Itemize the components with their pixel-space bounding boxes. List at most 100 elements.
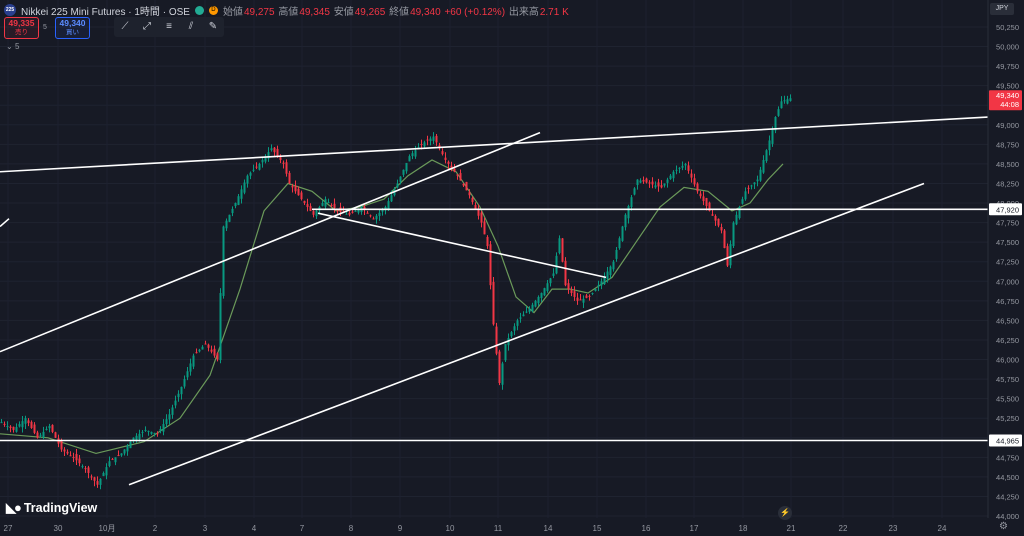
candle-body [729,244,732,266]
candle-body [624,214,627,228]
candle-body [387,201,390,209]
settings-gear-icon[interactable]: ⚙ [999,521,1008,532]
trend-line[interactable] [0,218,10,228]
candle-body [408,156,411,162]
indicators-count: 5 [14,42,20,51]
candle-body [645,178,648,183]
brush-icon[interactable]: ✎ [208,21,218,32]
candle-body [483,221,486,235]
candle-body [345,213,348,215]
candle-body [231,208,234,214]
candle-body [153,432,156,434]
trend-line[interactable] [128,182,925,486]
replay-icon[interactable]: ⚡ [778,506,792,520]
candle-body [369,215,372,217]
symbol-title[interactable]: Nikkei 225 Mini Futures · 1時間 · OSE [21,6,190,18]
price-tick-label: 45,250 [996,414,1019,423]
trend-line[interactable] [317,212,607,279]
price-tick-label: 48,500 [996,160,1019,169]
currency-selector[interactable]: JPY [990,3,1014,15]
candle-body [186,371,189,378]
parallel-channel-icon[interactable]: ⫽ [188,21,194,32]
candle-body [633,188,636,195]
candle-body [606,271,609,279]
fib-icon[interactable]: ≡ [166,21,172,32]
candle-body [309,206,312,211]
candle-body [303,200,306,204]
candle-body [771,128,774,144]
trend-line[interactable] [0,116,991,173]
time-tick-label: 9 [398,524,403,533]
candle-body [660,185,663,188]
candle-body [738,206,741,219]
ma-line [0,159,784,455]
time-tick-label: 23 [889,524,898,533]
candle-body [726,246,729,266]
candle-body [156,433,159,435]
candle-body [783,100,786,102]
candle-body [516,320,519,326]
symbol-icon: 225 [4,4,16,16]
volume-label: 出来高 [508,6,539,18]
time-tick-label: 16 [642,524,651,533]
time-tick-label: 10月 [99,524,116,533]
candle-body [96,481,99,485]
candle-body [630,197,633,207]
price-tick-label: 46,000 [996,356,1019,365]
candle-body [768,140,771,151]
tradingview-logo[interactable]: ◣● TradingView [6,500,97,516]
buy-button[interactable]: 49,340 買い [55,17,90,39]
candle-body [477,208,480,216]
candle-body [597,285,600,287]
drawings[interactable] [0,116,991,486]
price-axis[interactable]: 44,00044,25044,50044,75045,00045,25045,5… [987,0,1024,536]
candle-body [636,179,639,186]
candle-body [255,166,258,168]
candle-body [336,210,339,212]
candle-body [564,260,567,286]
candle-body [276,148,279,157]
candle-body [237,196,240,205]
candle-body [717,218,720,226]
price-tick-label: 50,250 [996,23,1019,32]
candle-body [36,432,39,438]
candle-body [396,183,399,188]
candle-body [351,211,354,213]
candle-body [30,421,33,428]
candle-body [120,453,123,456]
ray-icon[interactable]: ⤢ [143,21,151,32]
brand-name: TradingView [23,501,98,515]
candle-body [123,449,126,454]
trendline-icon[interactable]: ⟋ [121,21,129,32]
time-tick-label: 8 [349,524,354,533]
trend-line[interactable] [0,131,541,353]
buy-price: 49,340 [59,18,86,28]
candle-body [246,175,249,184]
sell-button[interactable]: 49,335 売り [4,17,39,39]
candle-body [147,430,150,432]
candle-body [504,343,507,361]
candle-body [168,414,171,420]
candle-body [642,179,645,182]
time-tick-label: 24 [938,524,947,533]
candle-body [66,451,69,454]
time-axis[interactable]: 27 30 10月 2 3 4 7 8 9 10 11 14 15 16 17 18 21 22 23 24 [4,524,947,533]
order-quantity[interactable]: 5 [43,24,47,31]
price-tick-label: 47,750 [996,219,1019,228]
candle-body [372,218,375,220]
candle-body [234,203,237,207]
time-tick-label: 14 [544,524,553,533]
tradingview-logo-icon: ◣● [6,500,22,515]
candle-body [24,418,27,424]
candle-body [249,172,252,176]
candle-body [252,169,255,171]
indicators-toggle[interactable]: ⌄ 5 [6,42,20,51]
candle-body [27,420,30,424]
candle-body [306,204,309,207]
candle-body [405,162,408,172]
candle-body [12,426,15,430]
market-status-icon [194,5,204,15]
last-price-label: 49,340 [996,91,1019,100]
candle-body [138,433,141,440]
